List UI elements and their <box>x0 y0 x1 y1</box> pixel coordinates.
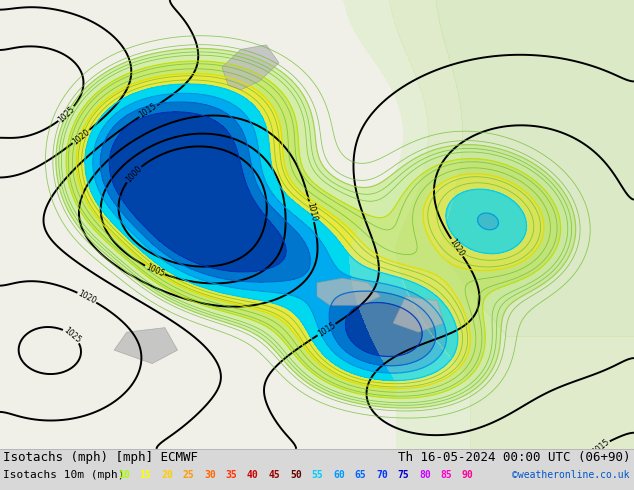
Text: 20: 20 <box>161 470 172 480</box>
Text: 70: 70 <box>376 470 388 480</box>
Text: 1015: 1015 <box>316 320 337 339</box>
Text: 10: 10 <box>118 470 130 480</box>
Text: Th 16-05-2024 00:00 UTC (06+90): Th 16-05-2024 00:00 UTC (06+90) <box>399 451 631 464</box>
Text: 40: 40 <box>247 470 259 480</box>
Text: 30: 30 <box>204 470 216 480</box>
Text: 80: 80 <box>419 470 430 480</box>
Polygon shape <box>114 328 178 364</box>
Text: 1015: 1015 <box>591 438 611 457</box>
Text: 1005: 1005 <box>144 262 165 278</box>
Text: Isotachs 10m (mph): Isotachs 10m (mph) <box>3 470 124 480</box>
Text: 75: 75 <box>398 470 410 480</box>
Text: 1010: 1010 <box>305 201 318 222</box>
Polygon shape <box>317 278 380 305</box>
Text: 1020: 1020 <box>70 127 91 146</box>
Polygon shape <box>393 296 444 332</box>
Text: 90: 90 <box>462 470 474 480</box>
Text: 55: 55 <box>311 470 323 480</box>
Text: ©weatheronline.co.uk: ©weatheronline.co.uk <box>512 470 629 480</box>
Text: 15: 15 <box>139 470 152 480</box>
Text: 1020: 1020 <box>448 237 466 258</box>
Text: 1025: 1025 <box>56 104 77 124</box>
Text: 35: 35 <box>226 470 237 480</box>
Text: 85: 85 <box>441 470 452 480</box>
Text: 65: 65 <box>354 470 366 480</box>
Text: Isotachs (mph) [mph] ECMWF: Isotachs (mph) [mph] ECMWF <box>3 451 198 464</box>
Text: 1015: 1015 <box>138 102 158 120</box>
Text: 50: 50 <box>290 470 302 480</box>
Text: 45: 45 <box>269 470 280 480</box>
Text: 1000: 1000 <box>124 164 143 184</box>
Text: 1020: 1020 <box>76 289 98 306</box>
Text: 25: 25 <box>183 470 194 480</box>
Text: 60: 60 <box>333 470 345 480</box>
Text: 1025: 1025 <box>62 326 82 345</box>
Polygon shape <box>222 45 279 90</box>
